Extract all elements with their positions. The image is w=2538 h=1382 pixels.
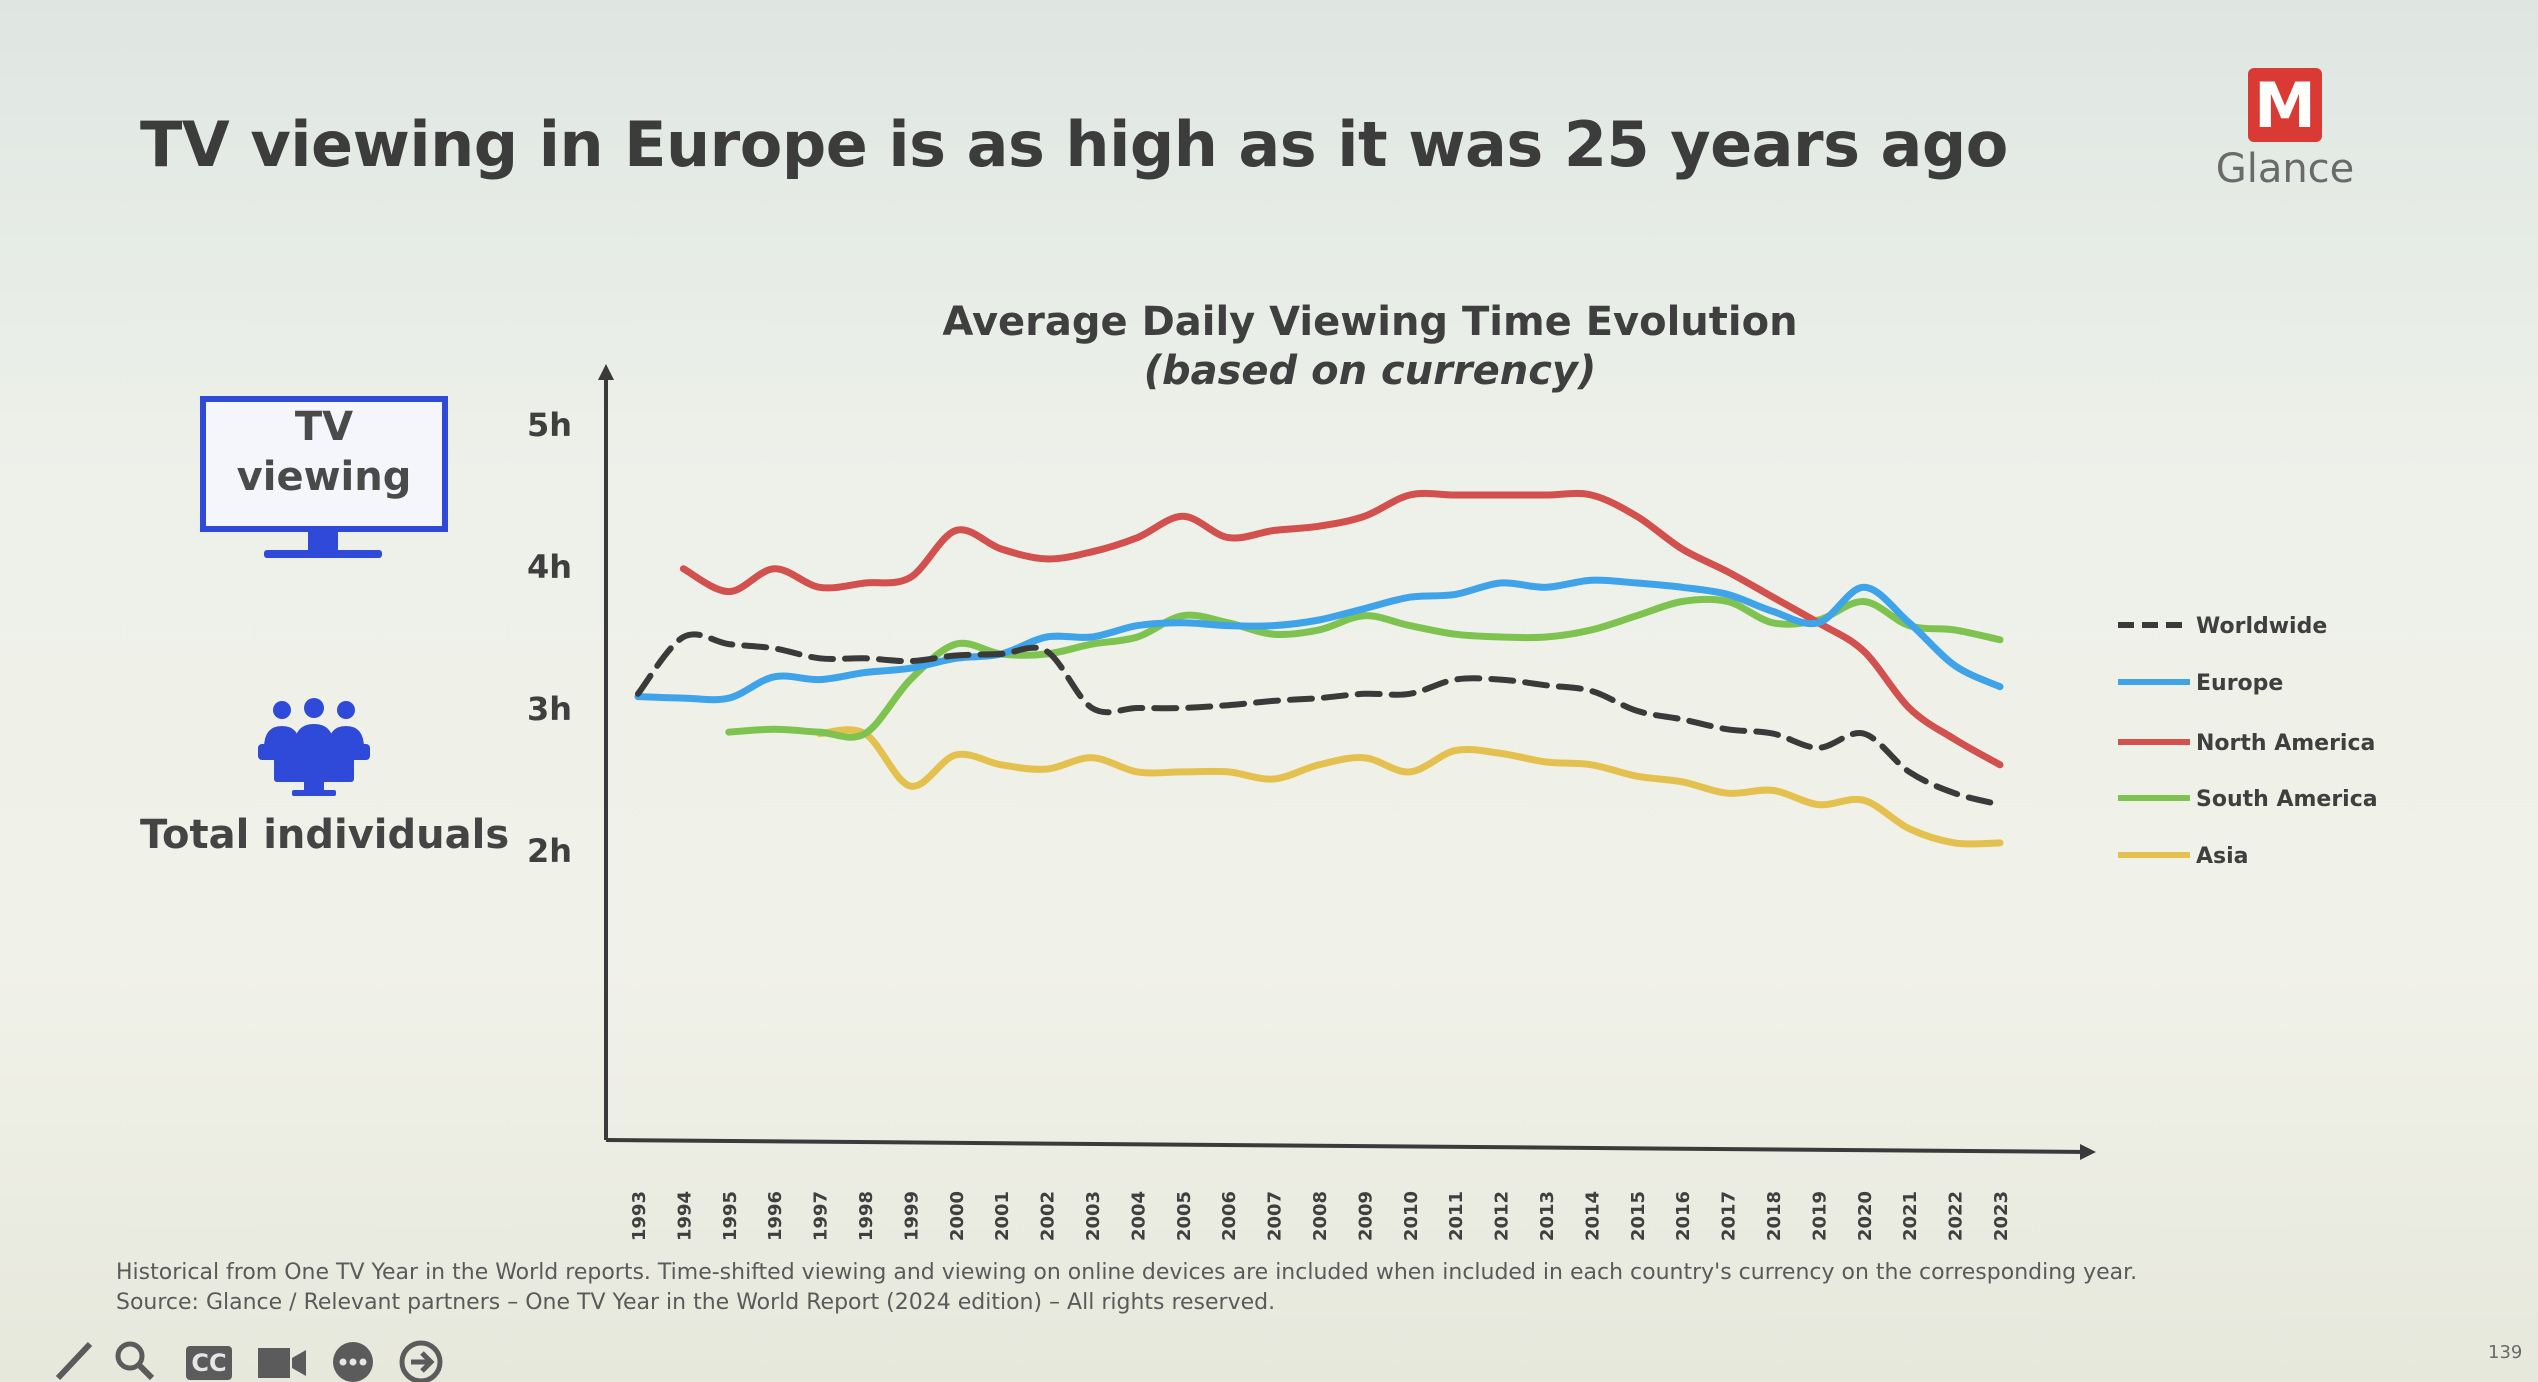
x-tick-label: 2009	[1355, 1191, 1376, 1241]
x-axis-arrow	[2080, 1144, 2096, 1160]
presentation-toolbar: CC	[0, 1338, 2538, 1382]
x-tick-label: 2007	[1265, 1191, 1286, 1241]
tv-stand	[308, 532, 338, 552]
next-arrow-icon[interactable]	[398, 1338, 444, 1382]
x-tick-label: 1993	[629, 1191, 650, 1241]
x-tick-label: 2006	[1219, 1191, 1240, 1241]
x-tick-label: 1998	[856, 1191, 877, 1241]
series-line-worldwide	[635, 631, 2003, 808]
x-tick-label: 1995	[720, 1191, 741, 1241]
x-tick-label: 2015	[1628, 1191, 1649, 1241]
x-tick-label: 2000	[947, 1191, 968, 1241]
page-number: 139	[2488, 1342, 2523, 1363]
x-tick-label: 2014	[1582, 1191, 1603, 1241]
y-tick-label: 2h	[527, 832, 572, 870]
y-axis-arrow	[598, 364, 614, 380]
chart-title: Average Daily Viewing Time Evolution	[942, 299, 1798, 345]
brand-logo: M Glance	[2200, 68, 2370, 192]
tv-label-line1: TV	[294, 404, 354, 450]
logo-text: Glance	[2215, 146, 2355, 192]
y-tick-label: 3h	[527, 690, 572, 728]
search-icon[interactable]	[112, 1338, 158, 1382]
legend-label-north-america: North America	[2196, 731, 2375, 756]
y-tick-label: 5h	[527, 406, 572, 444]
y-tick-label: 4h	[527, 548, 572, 586]
x-tick-label: 1996	[765, 1191, 786, 1241]
audience-label: Total individuals	[140, 812, 510, 858]
x-tick-label: 2012	[1492, 1191, 1513, 1241]
x-tick-label: 2020	[1855, 1191, 1876, 1241]
x-tick-label: 2019	[1809, 1191, 1830, 1241]
x-tick-label: 2018	[1764, 1191, 1785, 1241]
legend-label-south-america: South America	[2196, 787, 2378, 812]
x-tick-label: 2013	[1537, 1191, 1558, 1241]
x-tick-label: 2004	[1128, 1191, 1149, 1241]
x-tick-label: 1997	[811, 1191, 832, 1241]
x-tick-label: 2022	[1946, 1191, 1967, 1241]
tv-base	[264, 550, 382, 558]
logo-mark: M	[2248, 68, 2322, 142]
footnote: Historical from One TV Year in the World…	[116, 1258, 2137, 1318]
x-tick-label: 2005	[1174, 1191, 1195, 1241]
slide-headline: TV viewing in Europe is as high as it wa…	[140, 108, 2008, 181]
x-tick-label: 1999	[901, 1191, 922, 1241]
pen-icon[interactable]	[50, 1338, 98, 1382]
footnote-line-1: Historical from One TV Year in the World…	[116, 1260, 2138, 1285]
x-axis	[605, 1138, 2091, 1154]
series-line-asia	[816, 726, 2004, 848]
tv-icon: TV viewing	[200, 396, 448, 568]
chart-subtitle: (based on currency)	[1143, 348, 1597, 394]
x-tick-label: 2011	[1446, 1191, 1467, 1241]
x-tick-label: 2010	[1401, 1191, 1422, 1241]
x-tick-label: 2016	[1673, 1191, 1694, 1241]
x-tick-label: 2017	[1719, 1191, 1740, 1241]
legend-label-worldwide: Worldwide	[2196, 614, 2327, 639]
x-tick-label: 2001	[992, 1191, 1013, 1241]
tv-label-line2: viewing	[236, 454, 412, 500]
legend-label-asia: Asia	[2196, 844, 2249, 869]
more-icon[interactable]	[330, 1338, 376, 1382]
closed-captions-icon[interactable]: CC	[186, 1346, 232, 1380]
footnote-line-2: Source: Glance / Relevant partners – One…	[116, 1290, 1276, 1315]
legend-label-europe: Europe	[2196, 671, 2283, 696]
series-line-europe	[634, 576, 2004, 704]
series-line-south-america	[725, 595, 2004, 741]
x-tick-label: 2023	[1991, 1191, 2012, 1241]
x-tick-label: 2003	[1083, 1191, 1104, 1241]
tv-screen: TV viewing	[200, 396, 448, 532]
x-tick-label: 1994	[674, 1191, 695, 1241]
x-tick-label: 2021	[1900, 1191, 1921, 1241]
x-tick-label: 2002	[1038, 1191, 1059, 1241]
series-line-north-america	[679, 489, 2004, 769]
audience-icon	[258, 696, 370, 804]
x-tick-label: 2008	[1310, 1191, 1331, 1241]
camera-icon[interactable]	[256, 1338, 310, 1382]
